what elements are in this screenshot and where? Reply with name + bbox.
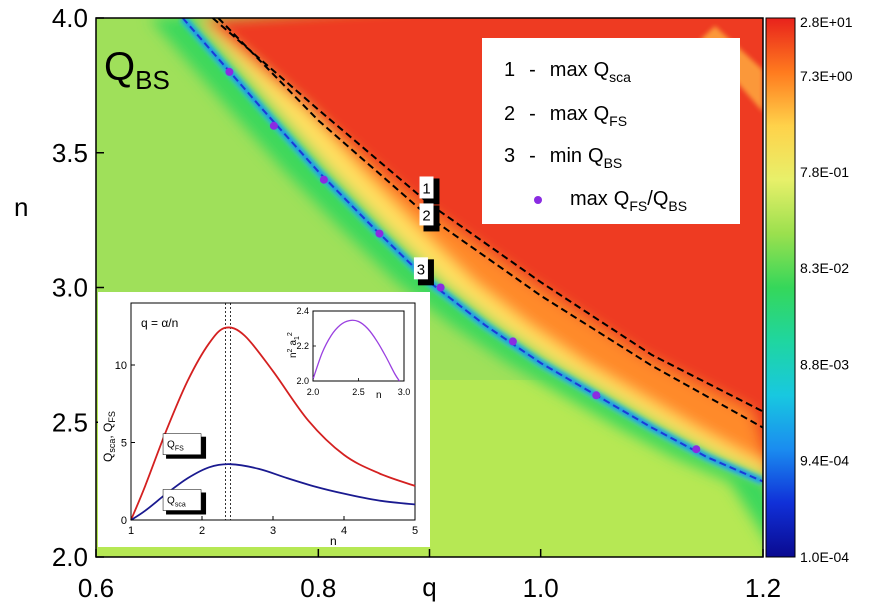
- colorbar: 2.8E+01 7.3E+00 7.8E-01 8.3E-02 8.8E-03 9.4E-…: [765, 14, 853, 565]
- colorbar-label: 2.8E+01: [800, 14, 853, 30]
- inset-label-fs: QFS: [162, 433, 207, 459]
- nested-y-tick-label: 2.2: [296, 341, 309, 351]
- inset-y-axis-label: Qsca, QFS: [101, 411, 117, 462]
- legend-entry-3: 3- min QBS: [504, 145, 622, 171]
- nested-x-tick-label: 3.0: [398, 387, 411, 397]
- panel-label: QBS: [104, 45, 170, 95]
- inset-plot: 1 2 3 4 5 0 5 10 QFS Qsca q = α/n n Qsca, QFS: [98, 292, 430, 548]
- marker-point-1: [225, 67, 234, 76]
- colorbar-label: 8.8E-03: [800, 357, 849, 373]
- svg-text:3: 3: [417, 261, 425, 278]
- y-tick-label: 2.0: [52, 542, 88, 572]
- main-plot: 0.6 0.8 1.0 1.22.02.53.03.54.0 123 QBS q n …: [14, 3, 781, 603]
- curve-label-2: 2: [419, 203, 440, 232]
- colorbar-label: 8.3E-02: [800, 260, 849, 276]
- marker-point-8: [692, 445, 701, 454]
- legend-marker: [534, 196, 542, 204]
- inset-y-tick-label: 0: [121, 515, 127, 527]
- inset-y-tick-label: 10: [115, 360, 127, 372]
- inset-vlines: [225, 303, 231, 520]
- colorbar-label: 7.8E-01: [800, 164, 849, 180]
- curve-1: [212, 18, 763, 413]
- nested-x-tick-label: 2.5: [352, 387, 365, 397]
- main-x-axis-label: q: [422, 572, 436, 602]
- legend-entry-2: 2- max QFS: [504, 103, 627, 129]
- nested-inset-x-axis-label: n: [376, 390, 382, 401]
- y-tick-label: 3.0: [52, 273, 88, 303]
- svg-text:1: 1: [422, 180, 430, 197]
- inset-series-labels: QFS Qsca: [162, 433, 207, 515]
- colorbar-labels: 2.8E+01 7.3E+00 7.8E-01 8.3E-02 8.8E-03 9.4E-…: [800, 14, 853, 565]
- svg-text:2: 2: [422, 207, 430, 224]
- y-tick-label: 3.5: [52, 138, 88, 168]
- nested-inset-plot: 2.0 2.5 3.0 2.0 2.2 2.4 n n2a12: [287, 306, 410, 401]
- legend-entry-1: 1- max Qsca: [504, 59, 631, 85]
- curve-label-3: 3: [413, 257, 434, 286]
- marker-point-6: [508, 337, 517, 346]
- y-tick-label: 4.0: [52, 3, 88, 33]
- inset-axis-ticks: 1 2 3 4 5 0 5 10: [115, 360, 418, 537]
- nested-inset-y-axis-label: n2a12: [287, 332, 301, 358]
- marker-point-4: [375, 229, 384, 238]
- markers-layer: [225, 67, 701, 454]
- inset-x-tick-label: 3: [270, 525, 276, 537]
- colorbar-label: 7.3E+00: [800, 68, 853, 84]
- nested-inset-axis-ticks: 2.0 2.5 3.0 2.0 2.2 2.4: [296, 306, 410, 397]
- marker-point-7: [592, 391, 601, 400]
- colorbar-label: 9.4E-04: [800, 453, 849, 469]
- nested-inset-curves: [312, 319, 401, 382]
- inset-x-axis-label: n: [330, 534, 337, 548]
- x-tick-label: 1.0: [523, 573, 559, 603]
- curve-2: [217, 18, 763, 429]
- inset-annotation: q = α/n: [141, 316, 178, 330]
- marker-point-3: [319, 175, 328, 184]
- colorbar-gradient: [766, 18, 795, 557]
- nested-y-tick-label: 2.0: [296, 376, 309, 386]
- marker-point-5: [436, 283, 445, 292]
- y-tick-label: 2.5: [52, 407, 88, 437]
- nested-y-tick-label: 2.4: [296, 306, 309, 316]
- inset-y-tick-label: 5: [121, 438, 127, 450]
- colorbar-label: 1.0E-04: [800, 549, 849, 565]
- x-tick-label: 0.6: [78, 573, 114, 603]
- legend: 1- max Qsca 2- max QFS 3- min QBS max QFS/QBS: [482, 38, 740, 224]
- x-tick-label: 0.8: [300, 573, 336, 603]
- x-tick-label: 1.2: [745, 573, 781, 603]
- nested-x-tick-label: 2.0: [307, 387, 320, 397]
- inset-x-tick-label: 4: [341, 525, 347, 537]
- main-y-axis-label: n: [14, 192, 28, 222]
- curve-3: [181, 18, 763, 483]
- legend-entry-4: max QFS/QBS: [534, 188, 687, 214]
- colorbar-frame: [765, 17, 796, 558]
- nested-inset-curve: [312, 319, 401, 382]
- svg-text:QFS: QFS: [167, 440, 184, 453]
- svg-text:Qsca: Qsca: [167, 496, 186, 509]
- main-axis-ticks: 0.6 0.8 1.0 1.2 2.0 2.5 3.0 3.5 4.0: [52, 3, 781, 603]
- legend-box: [482, 38, 740, 224]
- curve-labels: 1 2 3: [413, 176, 440, 286]
- inset-x-tick-label: 2: [199, 525, 205, 537]
- curves-layer: [181, 18, 763, 483]
- inset-x-tick-label: 5: [412, 525, 418, 537]
- marker-point-2: [269, 121, 278, 130]
- inset-x-tick-label: 1: [128, 525, 134, 537]
- inset-label-sca: Qsca: [162, 489, 207, 515]
- curve-label-1: 1: [419, 176, 440, 205]
